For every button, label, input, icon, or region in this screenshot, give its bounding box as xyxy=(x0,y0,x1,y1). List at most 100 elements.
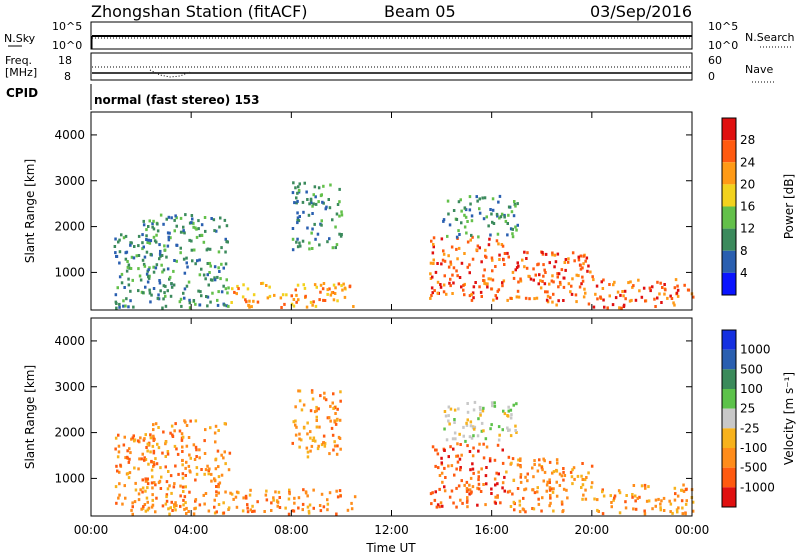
power-echo-cell xyxy=(621,290,624,293)
power-echo-cell xyxy=(624,297,627,301)
velocity-echo-cell xyxy=(118,470,121,474)
velocity-echo-cell xyxy=(178,429,182,433)
velocity-echo-cell xyxy=(339,399,342,403)
velocity-echo-cell xyxy=(552,509,555,513)
power-echo-cell xyxy=(622,303,626,307)
velocity-echo-cell xyxy=(531,488,535,492)
velocity-echo-cell xyxy=(585,476,588,479)
power-echo-cell xyxy=(581,275,584,279)
power-echo-cell xyxy=(166,244,170,248)
power-echo-cell xyxy=(183,287,187,291)
power-echo-cell xyxy=(511,227,514,231)
power-echo-cell xyxy=(482,274,485,278)
power-echo-cell xyxy=(631,285,634,289)
velocity-echo-cell xyxy=(291,509,294,513)
power-echo-cell xyxy=(120,233,123,237)
power-echo-cell xyxy=(489,208,492,211)
velocity-echo-cell xyxy=(556,461,559,465)
velocity-echo-cell xyxy=(580,486,583,489)
velocity-echo-cell xyxy=(334,412,337,415)
velocity-echo-cell xyxy=(459,498,462,502)
power-echo-cell xyxy=(495,239,499,243)
velocity-echo-cell xyxy=(203,502,206,506)
power-echo-cell xyxy=(649,289,652,293)
velocity-echo-cell xyxy=(192,512,196,516)
velocity-echo-cell xyxy=(220,473,224,477)
power-echo-cell xyxy=(246,287,250,291)
power-echo-cell xyxy=(168,231,171,235)
velocity-echo-cell xyxy=(512,500,516,504)
velocity-echo-cell xyxy=(580,474,583,478)
power-echo-cell xyxy=(319,283,323,287)
velocity-echo-cell xyxy=(173,505,176,509)
velocity-echo-cell xyxy=(458,432,461,436)
power-echo-cell xyxy=(145,234,148,238)
velocity-echo-cell xyxy=(569,470,573,474)
power-echo-cell xyxy=(225,224,229,228)
power-echo-cell xyxy=(179,246,182,250)
power-echo-cell xyxy=(141,258,145,262)
velocity-echo-cell xyxy=(472,408,476,412)
velocity-echo-cell xyxy=(336,444,339,448)
velocity-echo-cell xyxy=(613,494,617,498)
velocity-echo-cell xyxy=(126,455,129,459)
velocity-echo-cell xyxy=(144,489,147,493)
power-echo-cell xyxy=(162,222,165,226)
power-echo-cell xyxy=(148,274,151,278)
velocity-echo-cell xyxy=(438,474,442,477)
power-echo-cell xyxy=(231,287,234,291)
velocity-echo-cell xyxy=(516,463,520,467)
power-colorbar-segment xyxy=(722,206,736,229)
power-echo-cell xyxy=(497,242,500,246)
power-echo-cell xyxy=(312,202,315,206)
power-echo-cell xyxy=(162,297,165,301)
power-echo-cell xyxy=(507,213,510,217)
power-echo-cell xyxy=(313,185,317,189)
velocity-echo-cell xyxy=(218,481,222,485)
power-echo-cell xyxy=(519,279,523,283)
power-echo-cell xyxy=(463,252,466,255)
velocity-echo-cell xyxy=(159,487,163,490)
power-echo-cell xyxy=(220,246,223,250)
velocity-echo-cell xyxy=(443,449,446,452)
power-echo-cell xyxy=(304,294,307,298)
date-label: 03/Sep/2016 xyxy=(590,2,692,21)
velocity-echo-cell xyxy=(176,452,180,456)
velocity-echo-cell xyxy=(647,499,651,503)
velocity-echo-cell xyxy=(315,419,318,422)
velocity-echo-cell xyxy=(443,485,446,489)
power-echo-cell xyxy=(460,285,463,289)
power-echo-cell xyxy=(227,286,230,290)
velocity-echo-cell xyxy=(435,505,439,509)
power-echo-cell xyxy=(447,212,450,216)
velocity-echo-cell xyxy=(215,493,218,497)
power-echo-cell xyxy=(126,260,129,263)
velocity-echo-cell xyxy=(195,466,199,470)
velocity-echo-cell xyxy=(329,419,332,423)
velocity-echo-cell xyxy=(326,502,330,506)
power-echo-cell xyxy=(343,286,347,290)
power-echo-cell xyxy=(340,213,344,217)
power-echo-cell xyxy=(512,214,516,218)
velocity-echo-cell xyxy=(294,423,297,427)
power-echo-cell xyxy=(180,304,183,308)
velocity-echo-cell xyxy=(662,496,666,500)
velocity-echo-cell xyxy=(505,470,508,474)
power-echo-cell xyxy=(306,226,309,230)
power-echo-cell xyxy=(592,278,595,282)
power-echo-cell xyxy=(449,284,452,288)
velocity-echo-cell xyxy=(141,506,145,510)
velocity-echo-cell xyxy=(318,425,321,429)
power-echo-cell xyxy=(559,282,562,286)
power-echo-cell xyxy=(217,250,221,254)
power-echo-cell xyxy=(167,215,171,219)
velocity-echo-cell xyxy=(560,474,564,478)
velocity-echo-cell xyxy=(455,454,458,458)
velocity-echo-cell xyxy=(164,455,167,458)
velocity-echo-cell xyxy=(130,437,133,441)
velocity-echo-cell xyxy=(447,414,450,418)
power-echo-cell xyxy=(557,272,561,276)
power-echo-cell xyxy=(213,229,216,233)
power-echo-cell xyxy=(591,275,594,279)
power-echo-cell xyxy=(459,198,462,202)
